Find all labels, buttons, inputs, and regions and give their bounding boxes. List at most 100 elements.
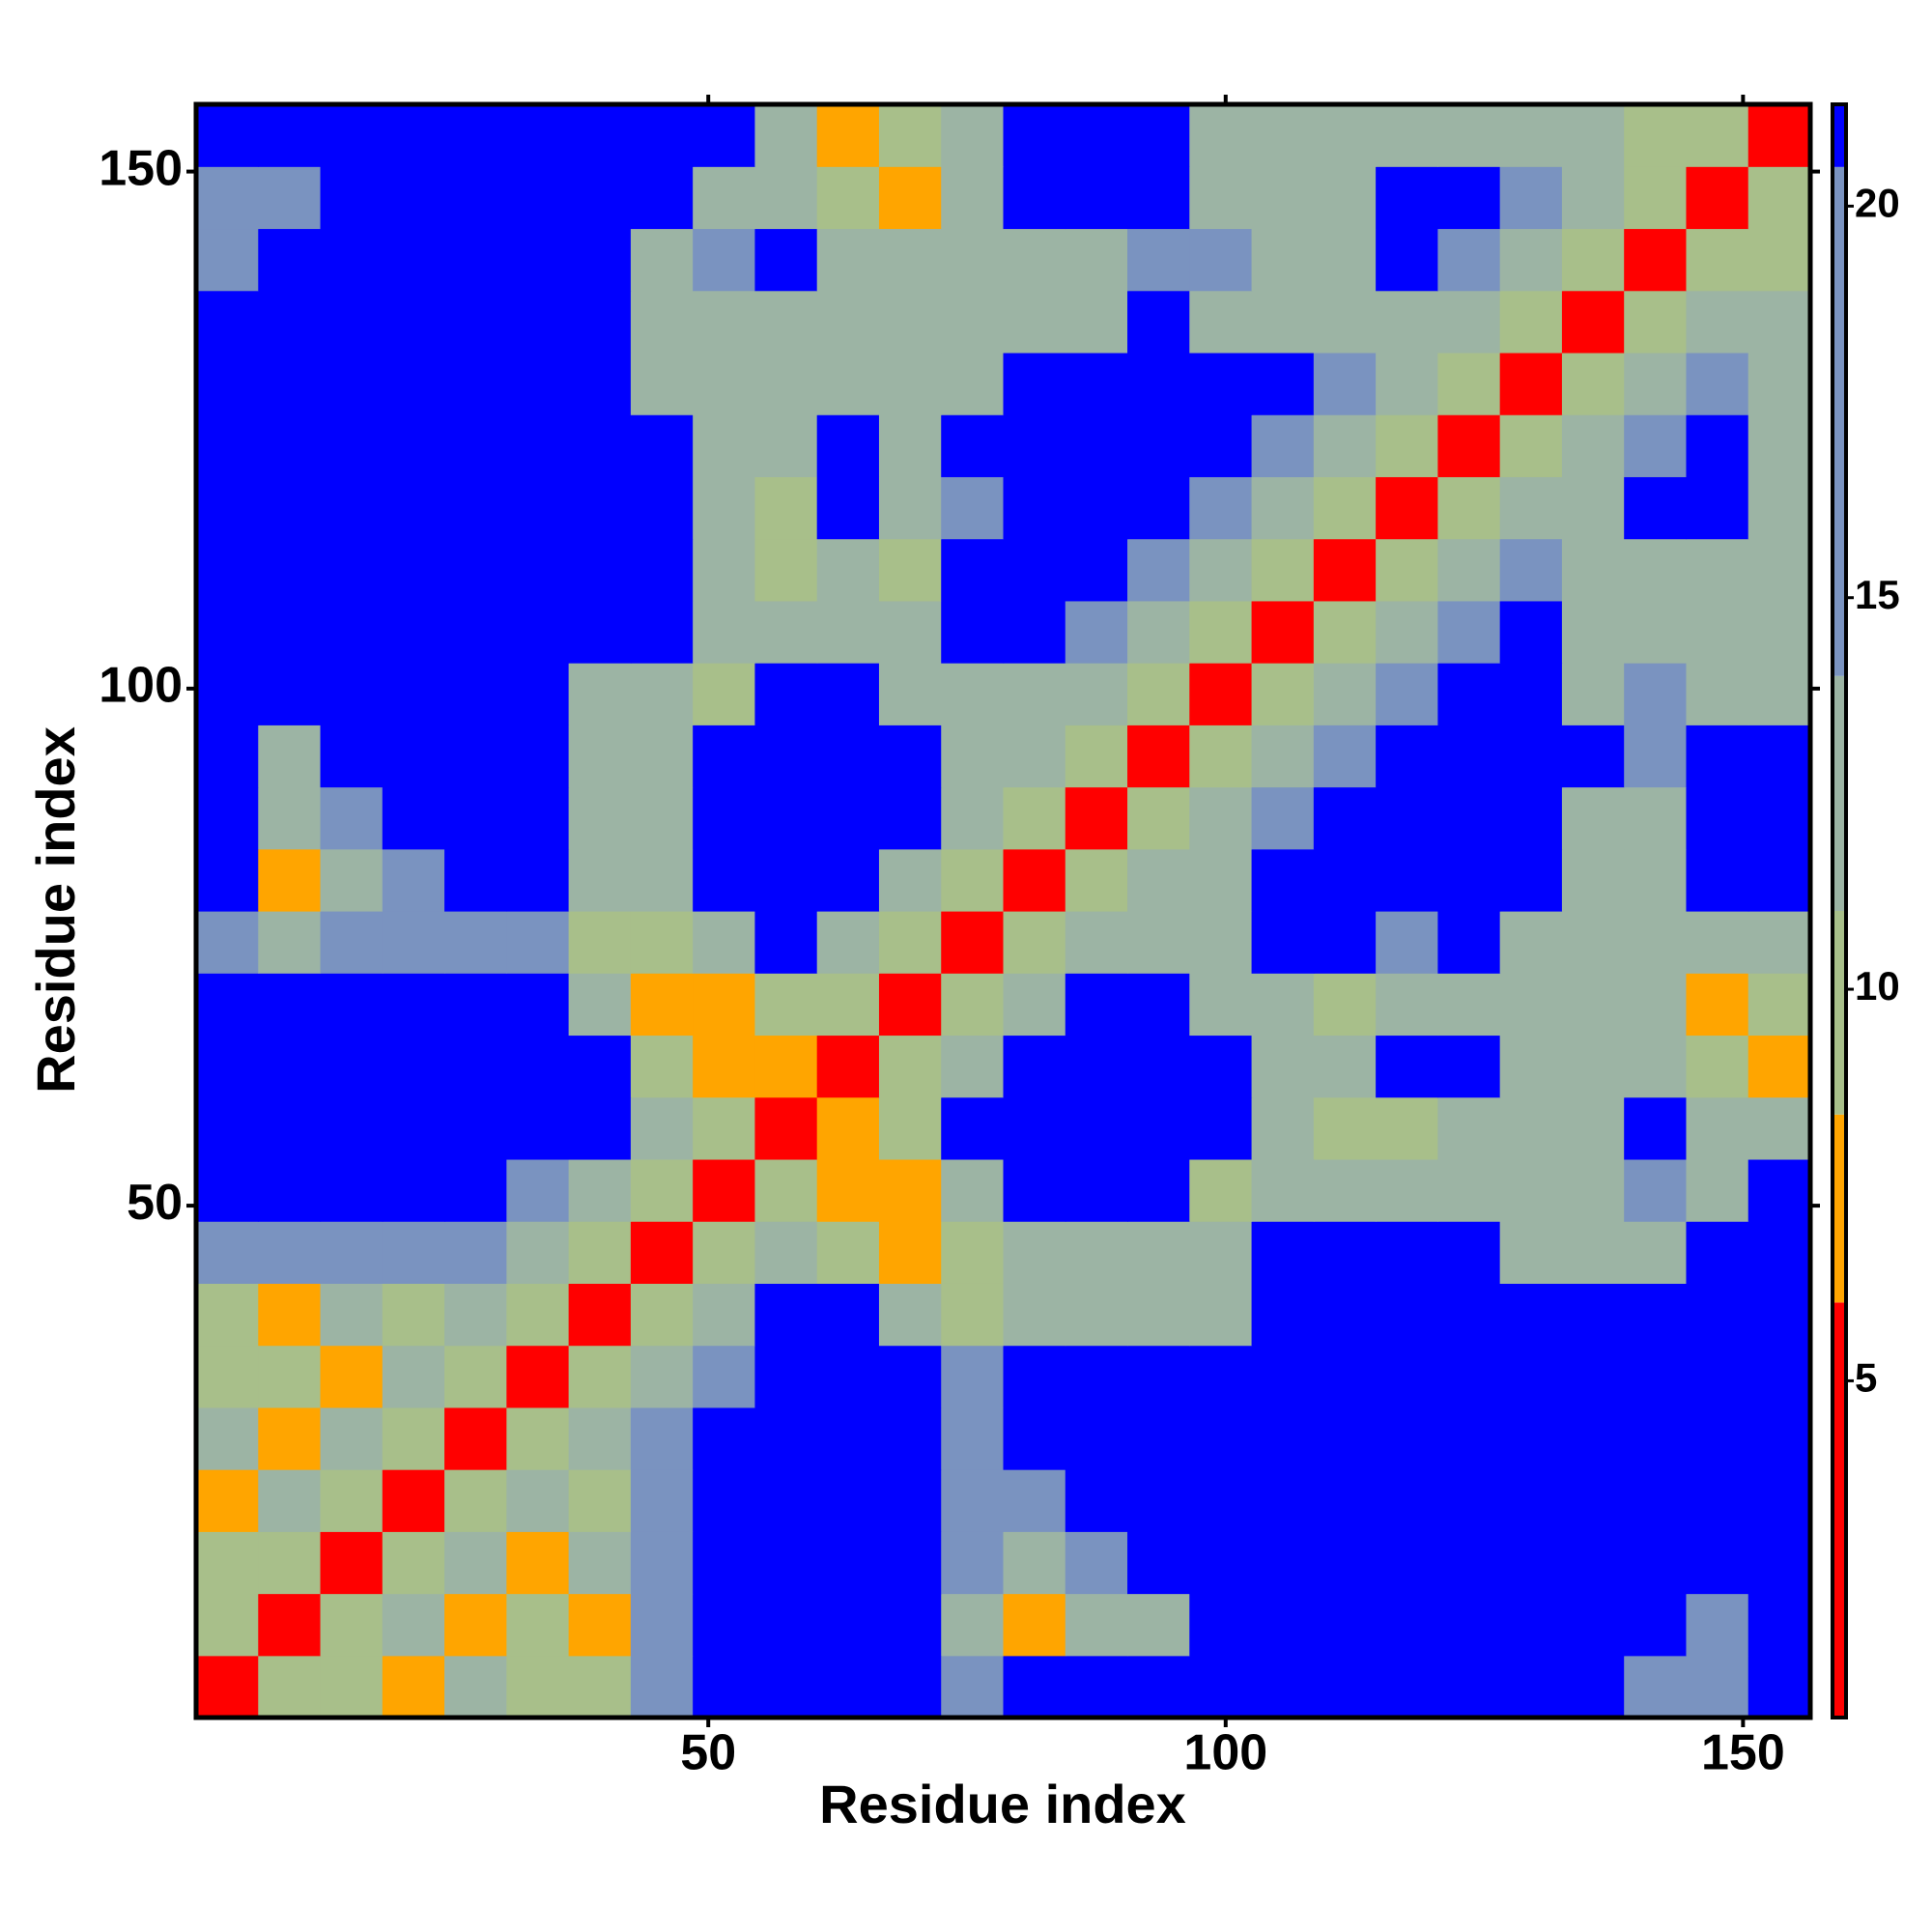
heatmap-cell — [816, 414, 880, 477]
heatmap-cell — [941, 538, 1005, 602]
heatmap-cell — [754, 786, 818, 850]
heatmap-cell — [258, 911, 322, 974]
heatmap-cell — [1127, 352, 1190, 415]
heatmap-cell — [1624, 1655, 1688, 1719]
heatmap-cell — [1065, 476, 1128, 540]
colorbar-band — [1833, 166, 1846, 676]
heatmap-cell — [1065, 352, 1128, 415]
heatmap-cell — [754, 663, 818, 725]
heatmap-cell — [382, 1655, 445, 1719]
heatmap-cell — [1437, 166, 1501, 230]
heatmap-cell — [320, 1096, 384, 1160]
heatmap-cell — [506, 1096, 570, 1160]
heatmap-cell — [1624, 1345, 1688, 1408]
heatmap-cell — [1747, 663, 1811, 725]
heatmap-cell — [816, 228, 880, 292]
heatmap-cell — [1686, 1655, 1749, 1719]
heatmap-cell — [1189, 228, 1253, 292]
heatmap-cell — [506, 1035, 570, 1098]
heatmap-cell — [196, 290, 259, 354]
heatmap-cell — [506, 228, 570, 292]
heatmap-cell — [568, 973, 632, 1037]
heatmap-cell — [320, 1035, 384, 1098]
heatmap-cell — [754, 1345, 818, 1408]
heatmap-cell — [941, 476, 1005, 540]
heatmap-cell — [1624, 1283, 1688, 1347]
heatmap-cell — [1003, 724, 1066, 788]
heatmap-cell — [1376, 1655, 1438, 1719]
heatmap-cell — [1747, 724, 1811, 788]
heatmap-cell — [1065, 600, 1128, 664]
heatmap-cell — [1499, 414, 1563, 477]
heatmap-cell — [1624, 166, 1688, 230]
heatmap-cell — [1376, 1406, 1438, 1470]
heatmap-cell — [1313, 1469, 1377, 1532]
heatmap-cell — [1376, 1283, 1438, 1347]
heatmap-cell — [630, 1655, 694, 1719]
heatmap-cell — [258, 973, 322, 1037]
heatmap-cell — [258, 1035, 322, 1098]
heatmap-cell — [382, 228, 445, 292]
heatmap-cell — [196, 1035, 259, 1098]
heatmap-cell — [382, 1345, 445, 1408]
heatmap-cell — [1313, 663, 1377, 725]
heatmap-cell — [1189, 352, 1253, 415]
heatmap-cell — [941, 786, 1005, 850]
heatmap-cell — [1127, 600, 1190, 664]
heatmap-cell — [1313, 600, 1377, 664]
heatmap-cell — [941, 1469, 1005, 1532]
heatmap-cell — [754, 166, 818, 230]
heatmap-cell — [1437, 1655, 1501, 1719]
heatmap-cell — [693, 663, 756, 725]
heatmap-cell — [444, 414, 507, 477]
heatmap-cell — [568, 911, 632, 974]
heatmap-cell — [1251, 911, 1315, 974]
heatmap-cell — [1437, 1593, 1501, 1657]
heatmap-cell — [1065, 166, 1128, 230]
heatmap-cell — [444, 911, 507, 974]
heatmap-cell — [258, 228, 322, 292]
heatmap-cell — [196, 1345, 259, 1408]
heatmap-cell — [878, 1531, 942, 1595]
heatmap-cell — [693, 414, 756, 477]
heatmap-cell — [1624, 600, 1688, 664]
heatmap-cell — [878, 104, 942, 167]
heatmap-cell — [630, 600, 694, 664]
heatmap-cell — [382, 352, 445, 415]
heatmap-cell — [878, 1221, 942, 1284]
heatmap-cell — [1499, 786, 1563, 850]
heatmap-cell — [1313, 1593, 1377, 1657]
heatmap-cell — [878, 1035, 942, 1098]
heatmap-cell — [878, 600, 942, 664]
heatmap-cell — [1065, 1221, 1128, 1284]
heatmap-cell — [1251, 476, 1315, 540]
heatmap-cell — [1686, 973, 1749, 1037]
heatmap-cell — [1003, 1096, 1066, 1160]
heatmap-cell — [1127, 1096, 1190, 1160]
heatmap-cell — [1747, 848, 1811, 912]
heatmap-cell — [1065, 848, 1128, 912]
heatmap-cell — [1561, 1655, 1625, 1719]
heatmap-cell — [630, 1096, 694, 1160]
heatmap-cell — [320, 600, 384, 664]
heatmap-cell — [1437, 1469, 1501, 1532]
heatmap-cell — [1686, 104, 1749, 167]
heatmap-cell — [320, 290, 384, 354]
heatmap-cell — [1499, 228, 1563, 292]
heatmap-cell — [320, 1221, 384, 1284]
heatmap-cell — [1189, 973, 1253, 1037]
heatmap-cell — [444, 1158, 507, 1222]
heatmap-cell — [941, 600, 1005, 664]
heatmap-cell — [1499, 1035, 1563, 1098]
heatmap-cell — [941, 228, 1005, 292]
heatmap-cell — [506, 1593, 570, 1657]
heatmap-cell — [941, 352, 1005, 415]
heatmap-cell — [754, 848, 818, 912]
heatmap-cell — [1065, 724, 1128, 788]
heatmap-cell — [196, 414, 259, 477]
heatmap-cell — [941, 414, 1005, 477]
heatmap-cell — [258, 1469, 322, 1532]
heatmap-cell — [258, 476, 322, 540]
heatmap-cell — [258, 1345, 322, 1408]
heatmap-cell — [1499, 600, 1563, 664]
